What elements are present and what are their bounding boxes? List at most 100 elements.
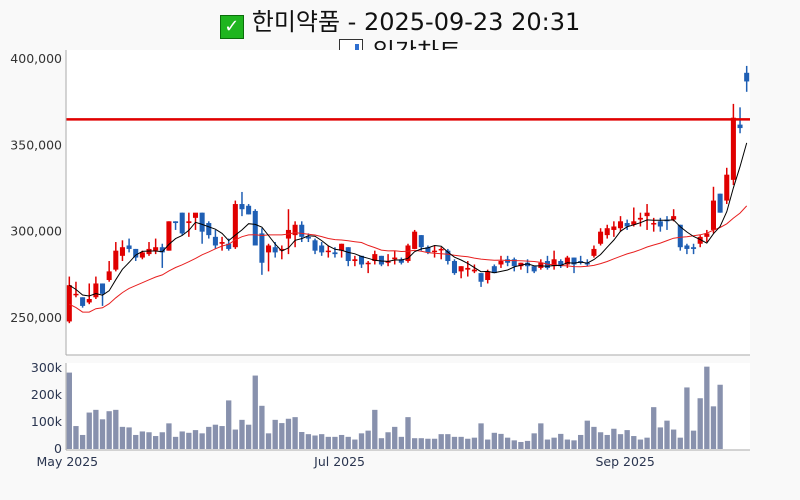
candle-body <box>704 233 710 237</box>
candle-body <box>710 200 716 230</box>
volume-bar <box>272 419 278 449</box>
volume-bar <box>99 419 106 449</box>
volume-bar <box>332 436 338 449</box>
volume-bar <box>631 436 637 449</box>
volume-bar <box>245 424 252 449</box>
volume-bar <box>179 431 185 449</box>
volume-bar <box>591 426 597 449</box>
volume-bar <box>690 430 697 449</box>
volume-y-axis: 0 100k 200k 300k <box>31 360 63 456</box>
volume-bar <box>597 432 604 449</box>
volume-bar <box>186 432 192 449</box>
volume-bars <box>66 366 723 449</box>
volume-bar <box>113 409 119 449</box>
candle-body <box>445 250 451 262</box>
candle-body <box>724 174 730 201</box>
candle-body <box>113 250 119 270</box>
volume-bar <box>146 432 152 449</box>
candle-body <box>564 257 570 265</box>
candle-body <box>219 242 225 244</box>
candle-body <box>93 283 99 298</box>
volume-bar <box>584 420 590 449</box>
candle-body <box>538 262 544 268</box>
volume-bar <box>624 430 630 449</box>
volume-bar <box>385 432 391 449</box>
candle-body <box>325 250 331 253</box>
candle-body <box>292 224 298 236</box>
candle-body <box>744 72 750 82</box>
candle-body <box>671 216 677 220</box>
candle-body <box>471 269 477 272</box>
price-plot-area <box>66 50 750 355</box>
candle-body <box>511 259 517 267</box>
candle-body <box>525 262 531 267</box>
candle-body <box>651 223 657 225</box>
candle-body <box>458 266 464 272</box>
candle-body <box>717 193 723 213</box>
candle-body <box>66 285 72 322</box>
check-icon: ✓ <box>219 15 244 39</box>
candle-body <box>252 210 258 246</box>
candle-body <box>246 205 252 215</box>
volume-bar <box>644 437 650 449</box>
candle-body <box>591 248 597 256</box>
volume-bar <box>392 426 398 449</box>
candle-body <box>266 245 272 253</box>
candle-body <box>232 204 238 248</box>
candle-body <box>179 212 185 234</box>
candle-body <box>259 233 265 263</box>
price-tick-label: 250,000 <box>10 310 62 325</box>
volume-tick-label: 100k <box>31 414 63 429</box>
volume-bar <box>684 387 690 449</box>
candle-body <box>518 262 524 267</box>
volume-bar <box>106 411 112 449</box>
volume-bar <box>710 406 717 449</box>
volume-bar <box>425 438 431 449</box>
candle-body <box>159 247 165 253</box>
volume-bar <box>551 437 557 449</box>
candle-body <box>604 228 610 236</box>
candle-body <box>584 262 590 265</box>
candle-body <box>299 224 305 237</box>
volume-bar <box>265 433 272 449</box>
volume-bar <box>578 434 584 449</box>
volume-bar <box>478 423 484 449</box>
candle-body <box>153 247 159 251</box>
candle-body <box>598 231 604 244</box>
volume-bar <box>232 429 238 449</box>
candle-body <box>212 236 218 246</box>
candle-body <box>432 250 438 253</box>
date-x-axis: May 2025 Jul 2025 Sep 2025 <box>37 454 655 469</box>
candle-body <box>173 221 179 224</box>
candle-body <box>372 254 378 262</box>
candle-body <box>80 297 86 306</box>
candle-body <box>352 259 358 262</box>
volume-bar <box>172 436 179 449</box>
volume-bar <box>292 417 298 449</box>
volume-bar <box>538 423 544 449</box>
volume-bar <box>651 407 657 449</box>
volume-bar <box>219 426 225 449</box>
volume-bar <box>139 431 146 449</box>
candle-body <box>691 247 697 249</box>
volume-bar <box>86 412 92 449</box>
candle-body <box>358 255 365 265</box>
short-moving-average-line <box>69 142 748 297</box>
volume-bar <box>352 439 358 449</box>
price-tick-label: 350,000 <box>10 137 62 152</box>
volume-bar <box>704 366 710 449</box>
volume-bar <box>126 427 132 449</box>
volume-bar <box>338 434 345 449</box>
volume-bar <box>677 437 683 449</box>
candle-body <box>199 212 205 232</box>
long-moving-average-line <box>69 205 748 313</box>
candle-body <box>558 261 564 267</box>
candle-body <box>312 240 318 251</box>
candle-body <box>498 261 504 265</box>
candle-body <box>478 273 484 282</box>
volume-bar <box>611 428 617 449</box>
date-tick-label: Sep 2025 <box>595 454 654 469</box>
candle-body <box>697 236 703 244</box>
volume-bar <box>159 432 165 449</box>
